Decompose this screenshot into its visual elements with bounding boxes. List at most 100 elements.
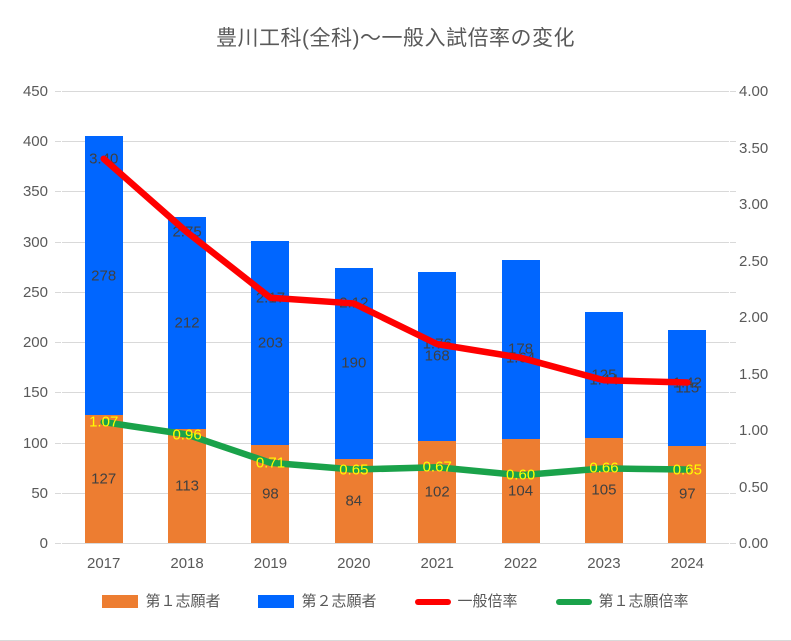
axis-tick-right	[730, 492, 736, 494]
legend-label: 第１志願者	[145, 593, 221, 610]
y-axis-left-tick-label: 100	[22, 434, 48, 452]
gridline	[62, 141, 729, 143]
line-data-label-first-choice-ratio: 0.96	[172, 426, 202, 444]
y-axis-right-tick-label: 1.00	[739, 422, 769, 439]
gridline	[62, 442, 729, 444]
legend-item-2[interactable]: 第２志願者	[258, 593, 377, 610]
y-axis-right-tick-label: 0.50	[739, 478, 769, 496]
x-axis-category-label: 2024	[670, 555, 704, 572]
x-axis-category-label: 2019	[253, 555, 288, 572]
axis-tick-left	[55, 191, 61, 193]
y-axis-left-tick-label: 50	[31, 484, 48, 502]
axis-tick-right	[730, 291, 736, 293]
line-data-label-first-choice-ratio: 0.65	[672, 461, 702, 479]
axis-tick-left	[55, 241, 61, 243]
legend-bar-swatch	[258, 595, 295, 608]
y-axis-left-tick-label: 250	[22, 283, 48, 301]
line-data-label-first-choice-ratio: 0.65	[339, 461, 369, 479]
line-data-label-general-ratio: 3.40	[89, 150, 119, 168]
gridline	[62, 392, 729, 394]
axis-tick-right	[730, 141, 736, 143]
axis-tick-right	[730, 442, 736, 444]
gridline	[62, 492, 729, 494]
y-axis-left-tick-label: 300	[22, 233, 48, 251]
axis-tick-right	[730, 241, 736, 243]
line-data-label-general-ratio: 2.17	[255, 289, 286, 307]
x-axis-category-label: 2021	[420, 555, 454, 572]
y-axis-right-tick-label: 1.50	[739, 365, 769, 383]
x-axis-category-label: 2020	[337, 555, 371, 572]
axis-tick-right	[730, 91, 736, 92]
legend-label: 第１志願倍率	[598, 593, 689, 610]
legend-bar-swatch	[102, 595, 139, 608]
axis-tick-left	[55, 342, 61, 344]
legend-item-4[interactable]: 第１志願倍率	[555, 593, 689, 610]
axis-tick-left	[55, 392, 61, 394]
y-axis-right-tick-label: 3.50	[739, 139, 769, 157]
line-data-label-general-ratio: 1.76	[422, 335, 452, 353]
axis-tick-right	[730, 543, 736, 544]
legend-line-swatch	[414, 598, 451, 605]
gridline	[62, 342, 729, 344]
axis-tick-left	[55, 442, 61, 444]
x-axis-category-label: 2018	[170, 555, 204, 572]
bar-data-label: 190	[341, 354, 367, 372]
bar-data-label: 84	[345, 492, 363, 510]
axis-tick-left	[55, 91, 61, 92]
line-data-label-general-ratio: 2.75	[172, 223, 202, 241]
gridline	[62, 543, 729, 544]
line-data-label-first-choice-ratio: 0.67	[422, 458, 452, 476]
axis-tick-right	[730, 392, 736, 394]
legend-item-3[interactable]: 一般倍率	[414, 593, 518, 610]
axis-tick-left	[55, 141, 61, 143]
legend: 第１志願者 第２志願者 一般倍率 第１志願倍率	[0, 594, 791, 609]
axis-tick-left	[55, 543, 61, 544]
bar-data-label: 127	[91, 470, 117, 488]
gridline	[62, 91, 729, 92]
line-data-label-general-ratio: 1.64	[505, 349, 536, 367]
y-axis-left-tick-label: 150	[22, 384, 48, 402]
y-axis-right-tick-label: 3.00	[739, 196, 769, 213]
bar-data-label: 98	[262, 485, 279, 503]
legend-line-swatch	[555, 598, 592, 605]
axis-tick-right	[730, 191, 736, 193]
x-axis-category-label: 2017	[87, 555, 121, 572]
y-axis-left-tick-label: 400	[22, 133, 48, 151]
bar-data-label: 278	[91, 267, 117, 285]
x-axis-category-label: 2022	[503, 555, 538, 572]
y-axis-right-tick-label: 2.50	[739, 252, 769, 270]
y-axis-left-tick-label: 0	[39, 535, 48, 552]
chart-title: 豊川工科(全科)～一般入試倍率の変化	[216, 27, 575, 50]
y-axis-left-tick-label: 450	[22, 83, 48, 100]
gridline	[62, 191, 729, 193]
gridline	[62, 241, 729, 243]
legend-label: 一般倍率	[457, 593, 518, 610]
line-data-label-general-ratio: 1.44	[589, 371, 619, 389]
bar-data-label: 113	[175, 477, 200, 495]
bar-data-label: 212	[174, 314, 200, 332]
y-axis-left-tick-label: 200	[22, 334, 48, 352]
bar-data-label: 203	[257, 334, 283, 352]
y-axis-right-tick-label: 4.00	[739, 83, 769, 100]
bar-data-label: 102	[424, 483, 450, 501]
legend-label: 第２志願者	[301, 593, 377, 610]
bar-data-label: 104	[508, 482, 534, 500]
legend-item-1[interactable]: 第１志願者	[102, 594, 220, 609]
x-axis-category-label: 2023	[587, 555, 621, 572]
line-data-label-first-choice-ratio: 0.71	[255, 454, 286, 472]
line-data-label-first-choice-ratio: 0.60	[505, 466, 536, 484]
axis-tick-right	[730, 342, 736, 344]
axis-tick-left	[55, 291, 61, 293]
gridline	[62, 291, 729, 293]
y-axis-left-tick-label: 350	[22, 183, 48, 201]
y-axis-right-tick-label: 2.00	[739, 309, 769, 326]
line-data-label-general-ratio: 2.12	[339, 294, 369, 312]
y-axis-right-tick-label: 0.00	[739, 535, 769, 552]
bar-data-label: 97	[678, 485, 696, 503]
line-data-label-first-choice-ratio: 1.07	[89, 413, 119, 431]
axis-tick-left	[55, 492, 61, 494]
line-data-label-first-choice-ratio: 0.66	[589, 459, 619, 477]
bar-data-label: 105	[591, 481, 617, 499]
line-data-label-general-ratio: 1.42	[672, 374, 702, 392]
